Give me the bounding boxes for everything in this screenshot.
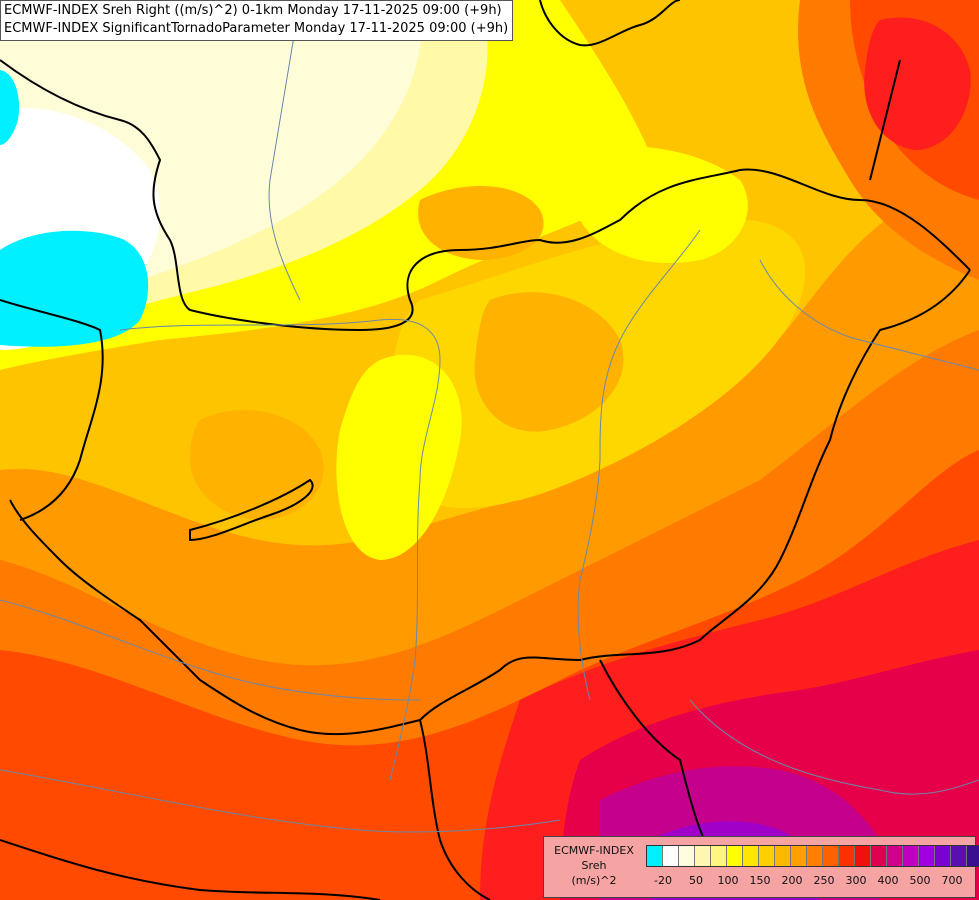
amber-patch-centre [474, 292, 624, 432]
border-far-south [0, 839, 381, 900]
map-title-box: ECMWF-INDEX Sreh Right ((m/s)^2) 0-1km M… [0, 0, 514, 41]
legend-swatch-15 [887, 846, 903, 866]
rivers [0, 0, 979, 833]
legend-swatch-5 [727, 846, 743, 866]
title-line-1: ECMWF-INDEX Sreh Right ((m/s)^2) 0-1km M… [4, 3, 502, 18]
legend-swatch-10 [807, 846, 823, 866]
river-drava [0, 599, 421, 701]
river-sava [0, 769, 561, 833]
legend-tick-2: 100 [717, 874, 739, 887]
legend-swatch-4 [711, 846, 727, 866]
legend-tick-3: 150 [749, 874, 771, 887]
legend-tick-8: 500 [909, 874, 931, 887]
border-south-lower [419, 719, 491, 900]
legend-tick-9: 700 [941, 874, 963, 887]
legend-swatch-19 [951, 846, 967, 866]
legend-swatch-8 [775, 846, 791, 866]
cyan-field-north [0, 70, 20, 145]
legend-swatch-11 [823, 846, 839, 866]
legend-swatch-12 [839, 846, 855, 866]
legend-tick-4: 200 [781, 874, 803, 887]
legend-swatch-7 [759, 846, 775, 866]
legend-swatch-3 [695, 846, 711, 866]
border-south-west [9, 499, 421, 736]
legend-tick-6: 300 [845, 874, 867, 887]
legend-caption: ECMWF-INDEX Sreh (m/s)^2 [544, 843, 644, 888]
red-blob-north-east-inner [864, 17, 971, 150]
legend-source: ECMWF-INDEX [554, 844, 634, 857]
legend-swatch-6 [743, 846, 759, 866]
legend-swatch-1 [663, 846, 679, 866]
cyan-field [0, 230, 149, 347]
legend-swatch-2 [679, 846, 695, 866]
legend-swatch-16 [903, 846, 919, 866]
legend-swatch-14 [871, 846, 887, 866]
legend-swatch-20 [967, 846, 979, 866]
river-danube [119, 318, 441, 781]
legend-variable: Sreh [581, 859, 607, 872]
legend-color-bar [646, 845, 979, 867]
legend-tick-7: 400 [877, 874, 899, 887]
legend-tick-5: 250 [813, 874, 835, 887]
legend-tick-0: -20 [654, 874, 672, 887]
legend-swatch-18 [935, 846, 951, 866]
legend-swatch-0 [647, 846, 663, 866]
river-east [759, 259, 979, 371]
border-north-east [869, 59, 901, 181]
title-line-2: ECMWF-INDEX SignificantTornadoParameter … [4, 21, 509, 36]
border-north-top [539, 0, 681, 47]
legend-swatch-13 [855, 846, 871, 866]
legend-tick-labels: -20 50 100 150 200 250 300 400 500 700 [646, 874, 968, 890]
legend-tick-1: 50 [689, 874, 703, 887]
yellow-north-centre [568, 146, 748, 264]
legend-unit: (m/s)^2 [571, 874, 617, 887]
legend-swatch-9 [791, 846, 807, 866]
border-west [0, 299, 104, 521]
river-tisza [577, 229, 701, 701]
border-north [0, 59, 971, 332]
river-north [268, 0, 301, 301]
legend-swatch-17 [919, 846, 935, 866]
river-south-east [689, 699, 979, 795]
border-south-east [419, 269, 971, 721]
lake-balaton [189, 478, 314, 542]
color-legend: ECMWF-INDEX Sreh (m/s)^2 -20 50 100 150 200 2… [543, 836, 979, 898]
amber-patch-north [418, 186, 544, 260]
yellow-band [336, 354, 462, 560]
